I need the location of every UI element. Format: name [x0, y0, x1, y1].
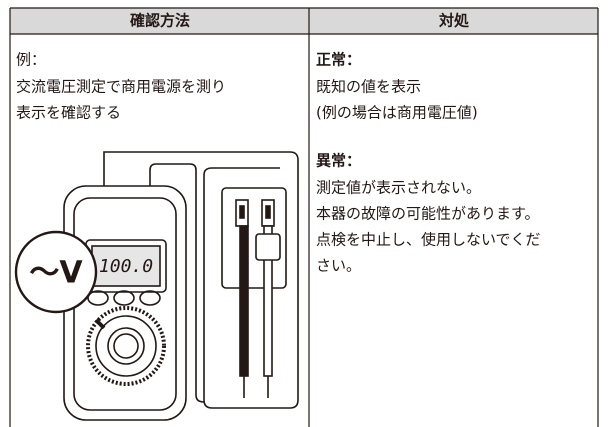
text-line: (例の場合は商用電圧値) [316, 104, 478, 122]
text-line: 測定値が表示されない。 [316, 179, 481, 197]
callout-label: ～V [29, 256, 83, 291]
table-lines [9, 7, 599, 427]
text-line: さい。 [316, 257, 361, 275]
text-line: 点検を中止し、使用しないでくだ [316, 231, 541, 249]
text-line: 例： [16, 51, 46, 69]
header-cell: 確認方法 [129, 12, 190, 30]
meter-display: 100.0 [99, 256, 153, 277]
section-heading: 異常： [316, 152, 361, 170]
text-line: 既知の値を表示 [316, 78, 421, 96]
section-heading: 正常： [316, 51, 361, 69]
illustration [14, 151, 299, 421]
header-row [10, 8, 598, 34]
text-line: 本器の故障の可能性があります。 [316, 205, 540, 223]
header-cell: 対処 [438, 12, 470, 30]
text-line: 交流電圧測定で商用電源を測り [16, 78, 226, 96]
text-line: 表示を確認する [16, 104, 121, 122]
